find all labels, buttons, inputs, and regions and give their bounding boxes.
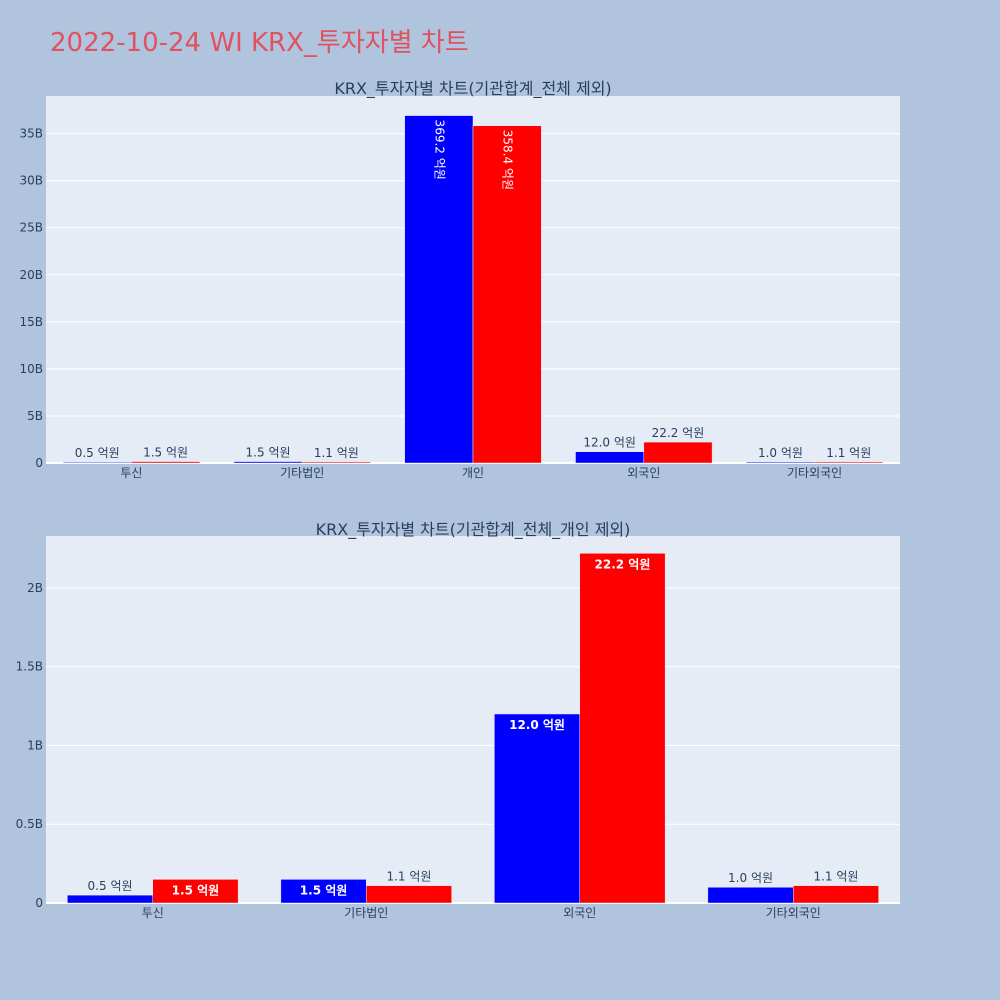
y-tick-label: 10B — [19, 362, 43, 376]
plot-area — [46, 536, 900, 903]
data-label: 22.2 억원 — [652, 426, 705, 440]
data-label: 1.5 억원 — [143, 446, 188, 460]
bar — [472, 125, 542, 464]
bar — [746, 461, 815, 464]
bar — [707, 886, 794, 904]
bar — [62, 461, 132, 464]
bar — [643, 441, 713, 464]
y-tick-label: 1.5B — [16, 660, 43, 674]
chart-subtitle: KRX_투자자별 차트(기관합계_전체 제외) — [334, 79, 611, 99]
data-label: 1.5 억원 — [172, 883, 220, 897]
y-tick-label: 5B — [27, 409, 43, 423]
data-label: 369.2 억원 — [432, 120, 446, 180]
x-tick-label: 기타외국인 — [787, 466, 842, 480]
y-tick-label: 0 — [35, 456, 43, 470]
bar — [131, 461, 200, 464]
bar — [793, 885, 879, 904]
data-label: 1.0 억원 — [758, 446, 803, 460]
bar — [579, 553, 666, 904]
bar — [67, 894, 153, 904]
bar — [152, 879, 239, 904]
data-label: 0.5 억원 — [88, 879, 133, 893]
data-label: 1.1 억원 — [314, 446, 359, 460]
y-tick-label: 35B — [19, 127, 43, 141]
bar — [404, 115, 474, 464]
bar — [366, 885, 452, 904]
data-label: 1.1 억원 — [826, 446, 871, 460]
y-tick-label: 20B — [19, 268, 43, 282]
x-tick-label: 기타법인 — [344, 906, 388, 920]
x-tick-label: 투신 — [142, 906, 164, 920]
data-label: 12.0 억원 — [509, 718, 565, 732]
data-label: 1.5 억원 — [300, 883, 348, 897]
data-label: 1.5 억원 — [246, 446, 291, 460]
bar — [233, 461, 303, 464]
x-tick-label: 기타외국인 — [766, 906, 821, 920]
y-tick-label: 25B — [19, 221, 43, 235]
bar — [575, 451, 645, 464]
data-label: 0.5 억원 — [75, 446, 120, 460]
x-tick-label: 기타법인 — [280, 466, 324, 480]
y-tick-label: 15B — [19, 315, 43, 329]
y-tick-label: 0 — [35, 896, 43, 910]
data-label: 1.1 억원 — [813, 870, 858, 884]
x-tick-label: 외국인 — [627, 466, 660, 480]
y-tick-label: 1B — [27, 738, 43, 752]
y-tick-label: 2B — [27, 581, 43, 595]
data-label: 12.0 억원 — [583, 436, 636, 450]
data-label: 358.4 억원 — [501, 130, 515, 190]
data-label: 1.1 억원 — [386, 870, 431, 884]
x-tick-label: 외국인 — [563, 906, 596, 920]
bar — [814, 461, 884, 464]
x-tick-label: 투신 — [120, 466, 142, 480]
bar — [301, 461, 371, 464]
data-label: 1.0 억원 — [728, 871, 773, 885]
page-title: 2022-10-24 WI KRX_투자자별 차트 — [50, 28, 469, 58]
y-tick-label: 0.5B — [16, 817, 43, 831]
y-tick-label: 30B — [19, 174, 43, 188]
chart-bottom: KRX_투자자별 차트(기관합계_전체_개인 제외) 0 0.5B 1B 1.5B 2B 투… — [16, 520, 900, 920]
data-label: 22.2 억원 — [595, 557, 651, 571]
x-tick-label: 개인 — [462, 466, 484, 480]
chart-subtitle: KRX_투자자별 차트(기관합계_전체_개인 제외) — [316, 520, 631, 540]
chart-top: KRX_투자자별 차트(기관합계_전체 제외) 0 5B 10B 15B 20B 25B 30… — [19, 79, 900, 480]
bar — [494, 713, 581, 904]
